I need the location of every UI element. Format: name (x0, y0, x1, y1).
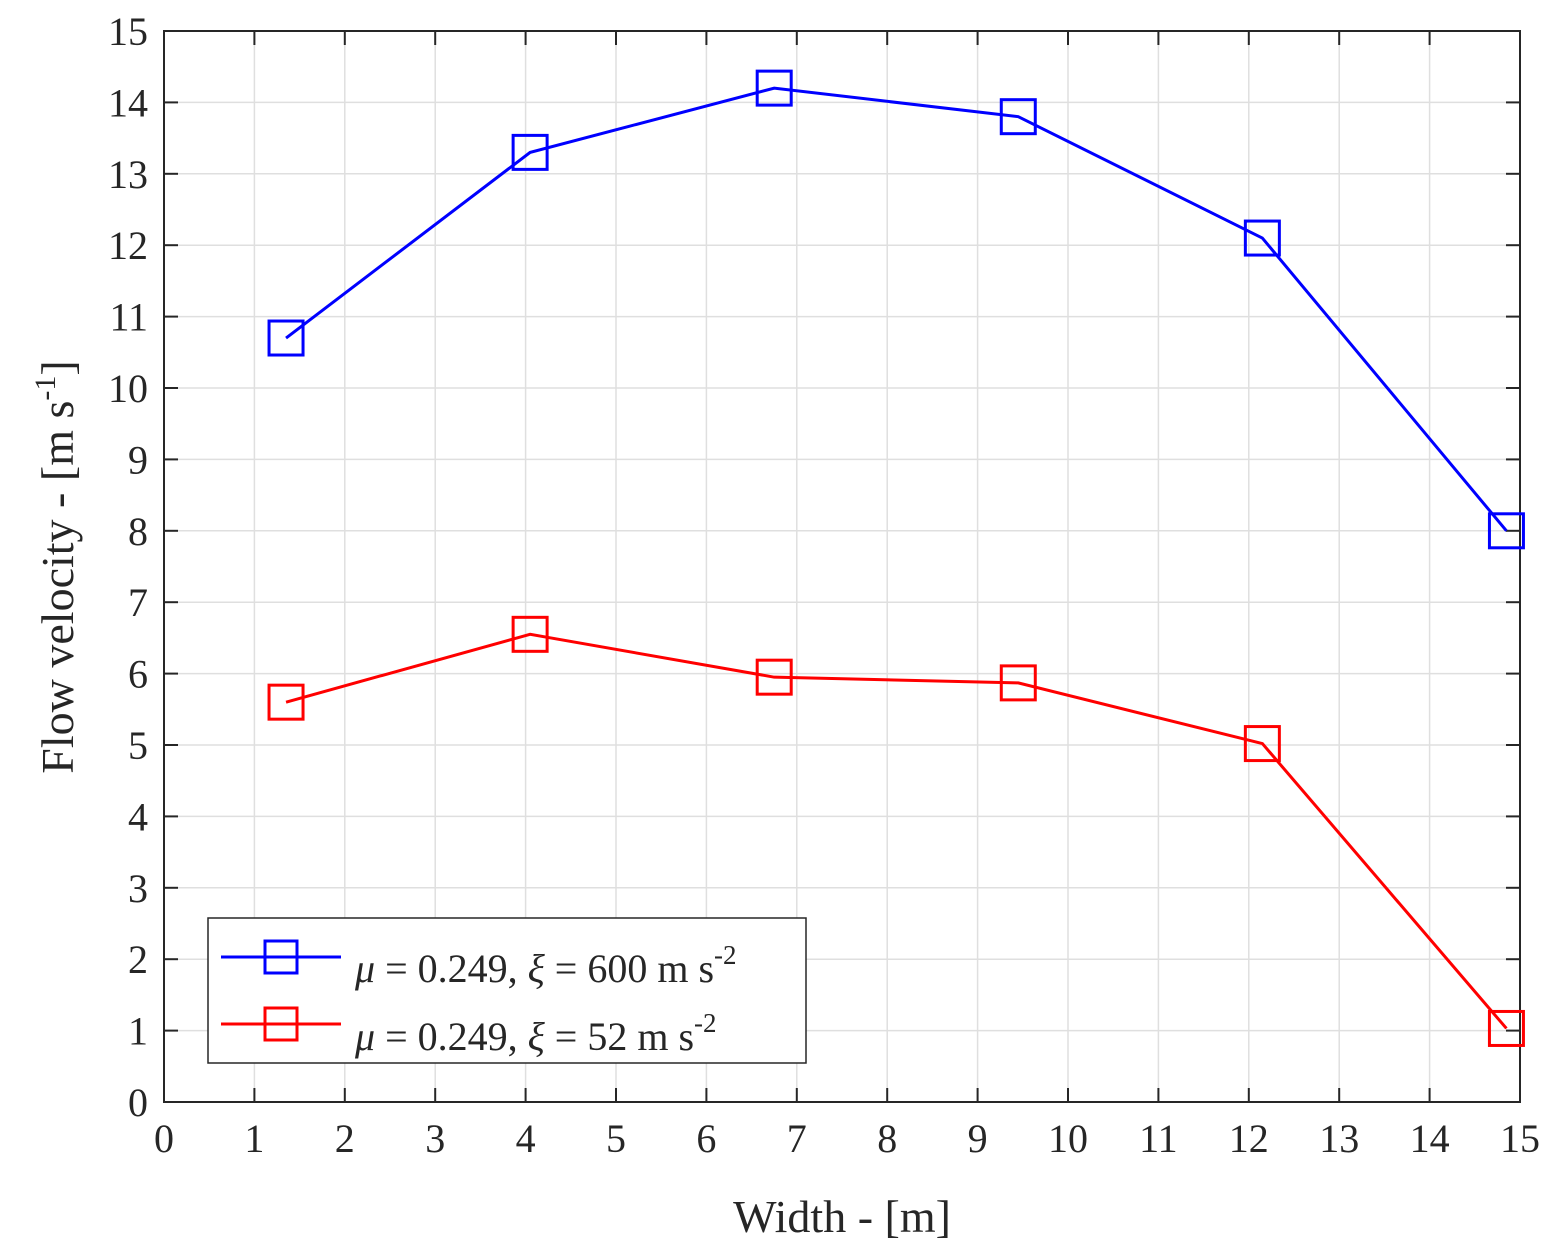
y-tick-label: 5 (128, 723, 148, 768)
series-line-0 (285, 86, 1508, 532)
y-tick-label: 9 (128, 437, 148, 482)
legend-marker-blue (263, 939, 299, 975)
x-tick-label: 15 (1500, 1116, 1540, 1161)
y-axis-label-main: Flow velocity - [m s (32, 401, 83, 774)
data-point-marker (267, 683, 305, 721)
y-tick-label: 11 (109, 295, 148, 340)
y-tick-label: 6 (128, 652, 148, 697)
legend-entry-red: μ = 0.249, ξ = 52 m s-2 (221, 1006, 717, 1059)
data-point-marker (511, 133, 549, 171)
legend: μ = 0.249, ξ = 600 m s-2 μ = 0.249, ξ = … (207, 917, 807, 1064)
y-tick-label: 13 (108, 152, 148, 197)
y-tick-label: 3 (128, 866, 148, 911)
series-line-1 (285, 632, 1508, 1030)
x-tick-label: 9 (968, 1116, 988, 1161)
x-tick-label: 8 (877, 1116, 897, 1161)
x-tick-label: 5 (606, 1116, 626, 1161)
axis-ticks: 0 1 2 3 4 5 6 7 8 9 10 11 12 13 14 15012345678910111213… (108, 9, 1540, 1161)
data-point-marker (511, 615, 549, 653)
x-tick-label: 13 (1319, 1116, 1359, 1161)
data-point-marker (1487, 1009, 1525, 1047)
y-tick-label: 0 (128, 1080, 148, 1125)
y-tick-label: 7 (128, 580, 148, 625)
y-tick-label: 8 (128, 509, 148, 554)
data-point-marker (1243, 219, 1281, 257)
plot-frame (163, 30, 1521, 1103)
y-tick-label: 4 (128, 794, 148, 839)
x-tick-label: 6 (696, 1116, 716, 1161)
legend-marker-red (263, 1006, 299, 1042)
x-tick-label: 10 (1048, 1116, 1088, 1161)
data-point-marker (1487, 512, 1525, 550)
y-tick-label: 2 (128, 937, 148, 982)
x-tick-label: 0 (154, 1116, 174, 1161)
data-point-marker (999, 98, 1037, 136)
x-tick-label: 14 (1410, 1116, 1450, 1161)
y-tick-label: 10 (108, 366, 148, 411)
x-tick-label: 2 (335, 1116, 355, 1161)
y-tick-label: 1 (128, 1009, 148, 1054)
data-point-marker (1243, 725, 1281, 763)
grid (163, 30, 1521, 1103)
data-point-marker (755, 69, 793, 107)
data-point-marker (755, 658, 793, 696)
x-tick-label: 7 (787, 1116, 807, 1161)
x-tick-label: 11 (1139, 1116, 1178, 1161)
x-tick-label: 1 (244, 1116, 264, 1161)
series-1 (267, 615, 1525, 1047)
legend-label-red: μ = 0.249, ξ = 52 m s-2 (354, 1008, 717, 1059)
legend-label-blue: μ = 0.249, ξ = 600 m s-2 (354, 940, 737, 991)
y-tick-label: 15 (108, 9, 148, 54)
x-axis-label: Width - [m] (733, 1191, 951, 1242)
data-point-marker (999, 664, 1037, 702)
x-tick-label: 4 (516, 1116, 536, 1161)
x-tick-label: 12 (1229, 1116, 1269, 1161)
y-tick-label: 14 (108, 80, 148, 125)
series-0 (267, 69, 1525, 550)
y-axis-label-exponent: -1 (29, 376, 62, 401)
series-layer (267, 69, 1525, 1047)
legend-entry-blue: μ = 0.249, ξ = 600 m s-2 (221, 939, 737, 991)
y-tick-label: 12 (108, 223, 148, 268)
x-tick-label: 3 (425, 1116, 445, 1161)
legend-box (207, 917, 807, 1064)
y-axis-label-close: ] (32, 360, 83, 375)
data-point-marker (267, 319, 305, 357)
y-axis-label: Flow velocity - [m s-1] (29, 360, 83, 773)
